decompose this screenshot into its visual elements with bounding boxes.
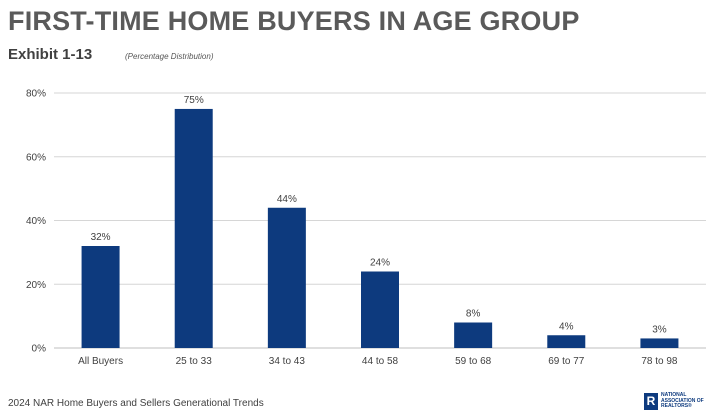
source-note: 2024 NAR Home Buyers and Sellers Generat… xyxy=(8,398,264,409)
y-tick-label: 60% xyxy=(26,152,46,163)
data-label: 24% xyxy=(370,258,390,269)
bar xyxy=(454,322,493,348)
y-tick-label: 40% xyxy=(26,216,46,227)
y-tick-label: 0% xyxy=(32,344,47,355)
data-label: 32% xyxy=(91,232,111,243)
x-tick-label: 34 to 43 xyxy=(269,356,306,367)
realtor-r-icon: R xyxy=(644,393,658,410)
exhibit-label: Exhibit 1-13 xyxy=(8,46,93,63)
data-label: 8% xyxy=(466,309,481,320)
chart-subtitle: (Percentage Distribution) xyxy=(125,52,214,61)
bar xyxy=(267,207,306,348)
bar xyxy=(640,338,679,348)
y-tick-label: 80% xyxy=(26,89,46,100)
x-tick-label: All Buyers xyxy=(78,356,123,367)
bar-chart: 0% 20% 40% 60% 80% 32% All Buyers 75% 25 to 33 44… xyxy=(26,89,706,367)
nar-logo: R NATIONAL ASSOCIATION OF REALTORS® xyxy=(644,393,704,410)
data-label: 3% xyxy=(652,324,667,335)
logo-text: NATIONAL ASSOCIATION OF REALTORS® xyxy=(661,392,704,410)
data-label: 4% xyxy=(559,321,574,332)
data-label: 44% xyxy=(277,194,297,205)
x-tick-label: 78 to 98 xyxy=(641,356,678,367)
x-tick-label: 69 to 77 xyxy=(548,356,585,367)
chart-title: FIRST-TIME HOME BUYERS IN AGE GROUP xyxy=(8,6,580,36)
bar xyxy=(361,271,399,348)
y-tick-label: 20% xyxy=(26,280,46,291)
bar xyxy=(547,335,586,348)
bar xyxy=(81,246,120,348)
x-tick-label: 25 to 33 xyxy=(176,356,213,367)
x-tick-label: 44 to 58 xyxy=(362,356,399,367)
data-label: 75% xyxy=(184,95,204,106)
bar xyxy=(174,108,213,348)
x-tick-label: 59 to 68 xyxy=(455,356,492,367)
